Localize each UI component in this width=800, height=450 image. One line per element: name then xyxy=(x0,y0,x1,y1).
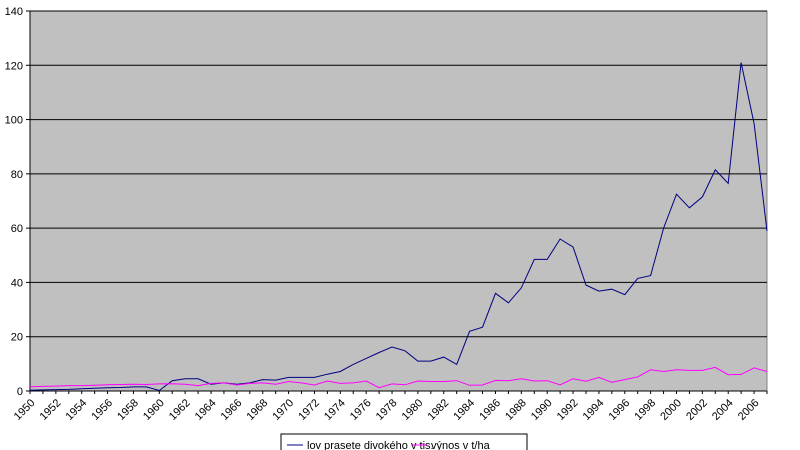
x-tick-label: 1978 xyxy=(374,397,400,423)
x-tick-label: 1984 xyxy=(451,397,477,423)
x-tick-label: 1994 xyxy=(581,397,607,423)
x-tick-label: 1986 xyxy=(477,397,503,423)
x-tick-label: 1950 xyxy=(12,397,38,423)
x-tick-label: 1992 xyxy=(555,397,581,423)
plot-background xyxy=(29,10,768,392)
series-line-1 xyxy=(29,62,768,392)
y-tick-label: 0 xyxy=(17,386,23,398)
x-tick-label: 1966 xyxy=(219,397,245,423)
x-tick-label: 1976 xyxy=(348,397,374,423)
y-tick-label: 20 xyxy=(11,332,23,344)
x-tick-label: 1960 xyxy=(141,397,167,423)
x-tick-label: 1982 xyxy=(426,397,452,423)
y-tick-label: 140 xyxy=(5,6,23,18)
y-tick-label: 100 xyxy=(5,115,23,127)
x-tick-label: 1968 xyxy=(245,397,271,423)
x-tick-label: 2002 xyxy=(684,397,710,423)
x-tick-label: 1988 xyxy=(503,397,529,423)
x-tick-label: 1958 xyxy=(115,397,141,423)
x-tick-label: 1990 xyxy=(529,397,555,423)
x-tick-label: 1964 xyxy=(193,397,219,423)
x-tick-label: 1954 xyxy=(63,397,89,423)
x-tick-label: 1974 xyxy=(322,397,348,423)
x-tick-label: 1952 xyxy=(38,397,64,423)
y-tick-label: 40 xyxy=(11,277,23,289)
y-tick-label: 80 xyxy=(11,169,23,181)
x-tick-label: 2000 xyxy=(658,397,684,423)
legend: lov prasete divokého v tis.výnos v t/ha xyxy=(280,433,528,450)
x-tick-label: 1970 xyxy=(270,397,296,423)
x-tick-label: 2006 xyxy=(736,397,762,423)
x-tick-label: 1972 xyxy=(296,397,322,423)
x-tick-label: 1996 xyxy=(607,397,633,423)
series-line-2 xyxy=(29,366,768,389)
legend-label: lov prasete divokého v tis. xyxy=(307,440,434,450)
legend-box xyxy=(280,433,528,450)
y-tick-label: 60 xyxy=(11,223,23,235)
x-tick-label: 1956 xyxy=(89,397,115,423)
plot-area xyxy=(29,10,768,392)
y-tick-label: 120 xyxy=(5,60,23,72)
legend-label: výnos v t/ha xyxy=(431,440,491,450)
x-tick-label: 1980 xyxy=(400,397,426,423)
x-tick-label: 1962 xyxy=(167,397,193,423)
x-tick-label: 2004 xyxy=(710,397,736,423)
x-tick-label: 1998 xyxy=(632,397,658,423)
series-lines xyxy=(29,62,768,392)
